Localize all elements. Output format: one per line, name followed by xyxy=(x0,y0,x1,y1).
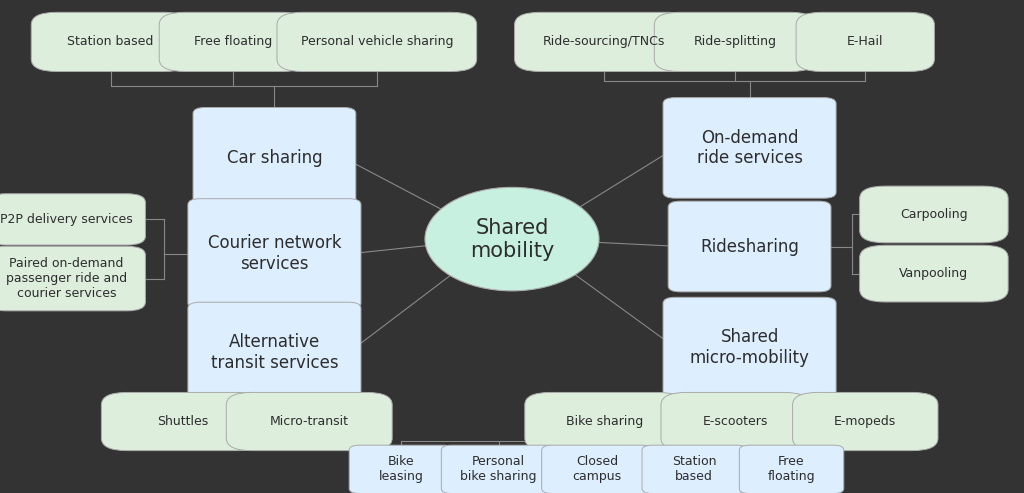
Text: Micro-transit: Micro-transit xyxy=(269,415,349,428)
FancyBboxPatch shape xyxy=(642,445,746,493)
Text: On-demand
ride services: On-demand ride services xyxy=(696,129,803,167)
FancyBboxPatch shape xyxy=(860,186,1008,243)
FancyBboxPatch shape xyxy=(31,12,190,71)
FancyBboxPatch shape xyxy=(664,297,836,398)
Text: Station
based: Station based xyxy=(672,456,717,483)
Text: Car sharing: Car sharing xyxy=(226,149,323,167)
FancyBboxPatch shape xyxy=(793,392,938,451)
FancyBboxPatch shape xyxy=(0,246,145,311)
FancyBboxPatch shape xyxy=(797,12,934,71)
Text: P2P delivery services: P2P delivery services xyxy=(0,213,133,226)
FancyBboxPatch shape xyxy=(514,12,694,71)
FancyBboxPatch shape xyxy=(226,392,392,451)
FancyBboxPatch shape xyxy=(188,199,360,309)
Text: Shared
micro-mobility: Shared micro-mobility xyxy=(689,328,810,367)
Text: Ride-sourcing/TNCs: Ride-sourcing/TNCs xyxy=(543,35,666,48)
Ellipse shape xyxy=(425,187,599,291)
FancyBboxPatch shape xyxy=(662,392,809,451)
Text: Personal vehicle sharing: Personal vehicle sharing xyxy=(301,35,453,48)
FancyBboxPatch shape xyxy=(860,246,1008,302)
Text: Ridesharing: Ridesharing xyxy=(700,238,799,255)
Text: Bike
leasing: Bike leasing xyxy=(379,456,424,483)
Text: Paired on-demand
passenger ride and
courier services: Paired on-demand passenger ride and cour… xyxy=(6,257,127,300)
Text: Ride-splitting: Ride-splitting xyxy=(693,35,777,48)
FancyBboxPatch shape xyxy=(193,107,356,208)
FancyBboxPatch shape xyxy=(160,12,307,71)
Text: E-Hail: E-Hail xyxy=(847,35,884,48)
Text: Vanpooling: Vanpooling xyxy=(899,267,969,280)
FancyBboxPatch shape xyxy=(101,392,263,451)
Text: Carpooling: Carpooling xyxy=(900,208,968,221)
Text: Shuttles: Shuttles xyxy=(157,415,208,428)
Text: Free floating: Free floating xyxy=(195,35,272,48)
FancyBboxPatch shape xyxy=(542,445,652,493)
Text: Alternative
transit services: Alternative transit services xyxy=(211,333,338,372)
FancyBboxPatch shape xyxy=(188,302,360,403)
FancyBboxPatch shape xyxy=(654,12,816,71)
Text: E-scooters: E-scooters xyxy=(702,415,768,428)
Text: E-mopeds: E-mopeds xyxy=(835,415,896,428)
Text: Bike sharing: Bike sharing xyxy=(565,415,643,428)
Text: Station based: Station based xyxy=(68,35,154,48)
Text: Personal
bike sharing: Personal bike sharing xyxy=(461,456,537,483)
FancyBboxPatch shape xyxy=(349,445,454,493)
Text: Shared
mobility: Shared mobility xyxy=(470,217,554,261)
FancyBboxPatch shape xyxy=(441,445,556,493)
Text: Free
floating: Free floating xyxy=(768,456,815,483)
FancyBboxPatch shape xyxy=(668,201,831,292)
Text: Courier network
services: Courier network services xyxy=(208,235,341,273)
FancyBboxPatch shape xyxy=(739,445,844,493)
FancyBboxPatch shape xyxy=(0,194,145,245)
FancyBboxPatch shape xyxy=(664,98,836,198)
FancyBboxPatch shape xyxy=(276,12,476,71)
Text: Closed
campus: Closed campus xyxy=(572,456,622,483)
FancyBboxPatch shape xyxy=(524,392,684,451)
